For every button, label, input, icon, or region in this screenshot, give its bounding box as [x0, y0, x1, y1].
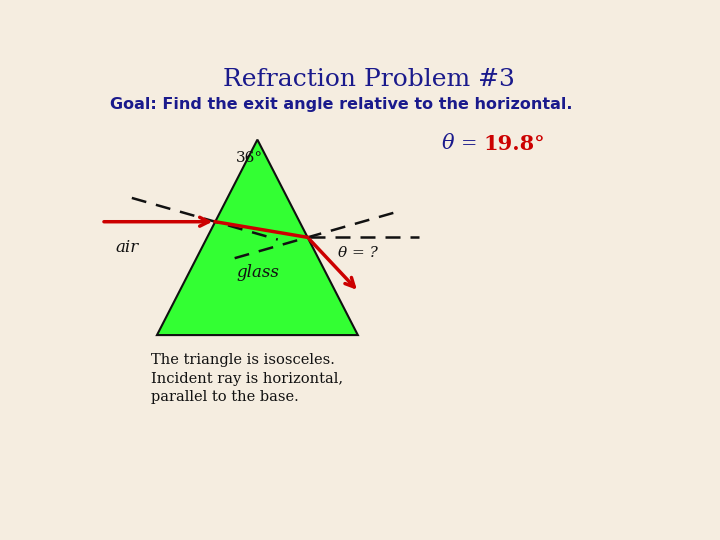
Polygon shape: [157, 140, 358, 335]
Text: air: air: [115, 239, 138, 256]
Text: =: =: [461, 135, 477, 153]
Text: The triangle is isosceles.: The triangle is isosceles.: [151, 353, 336, 367]
Text: Goal: Find the exit angle relative to the horizontal.: Goal: Find the exit angle relative to th…: [109, 97, 572, 112]
Text: θ: θ: [441, 134, 454, 153]
Text: parallel to the base.: parallel to the base.: [151, 390, 299, 404]
Text: 36°: 36°: [235, 151, 263, 165]
Text: θ = ?: θ = ?: [338, 246, 378, 260]
Text: Refraction Problem #3: Refraction Problem #3: [223, 68, 515, 91]
Text: glass: glass: [236, 264, 279, 281]
Text: Incident ray is horizontal,: Incident ray is horizontal,: [151, 372, 343, 386]
Text: 19.8°: 19.8°: [483, 134, 545, 154]
